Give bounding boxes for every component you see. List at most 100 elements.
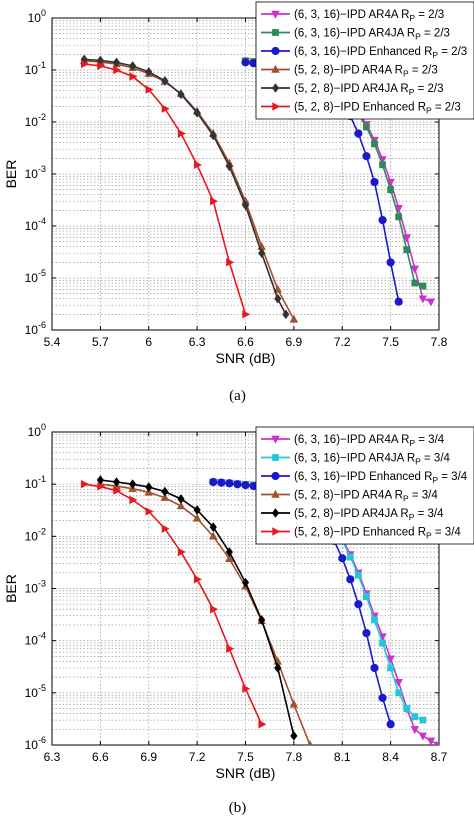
- y-tick-exponent: -1: [38, 474, 46, 484]
- x-tick-label: 8.7: [431, 750, 448, 764]
- data-point: [241, 200, 250, 211]
- data-point: [258, 248, 266, 258]
- y-tick-exponent: -4: [38, 216, 46, 226]
- data-point: [419, 716, 427, 724]
- data-point: [176, 501, 186, 510]
- data-point: [225, 554, 234, 563]
- data-point: [290, 731, 298, 741]
- data-point: [112, 57, 121, 68]
- x-tick-label: 8.4: [382, 750, 399, 764]
- data-point: [371, 140, 378, 148]
- data-point: [363, 593, 370, 600]
- data-point: [161, 524, 170, 533]
- legend-swatch-marker: [271, 10, 280, 19]
- data-point: [113, 486, 122, 495]
- data-point: [81, 479, 90, 489]
- data-point: [387, 186, 395, 194]
- grid: [52, 18, 439, 330]
- legend-label: (6, 3, 16)−IPD AR4JA RP = 2/3: [294, 28, 450, 42]
- data-point: [145, 507, 154, 516]
- legend: (6, 3, 16)−IPD AR4A RP = 2/3 (6, 3, 16)−I…: [255, 1, 474, 120]
- legend-swatch-marker: [271, 508, 280, 518]
- y-tick-exponent: -6: [38, 735, 46, 745]
- legend-swatch-marker: [272, 454, 279, 461]
- legend-swatch-marker: [272, 527, 281, 536]
- data-point: [241, 480, 250, 490]
- data-point: [394, 678, 403, 687]
- data-point: [242, 684, 251, 693]
- data-point: [226, 644, 235, 653]
- x-tick-label: 6.3: [189, 335, 206, 349]
- legend-box: [255, 426, 474, 545]
- data-point: [160, 492, 170, 501]
- y-tick-base: 10: [25, 115, 39, 129]
- y-tick-exponent: -6: [38, 320, 46, 330]
- y-tick-label: 10-2: [25, 526, 46, 543]
- series-5: [81, 479, 267, 729]
- x-tick-label: 6.3: [44, 750, 61, 764]
- y-tick-base: 10: [25, 529, 39, 543]
- data-point: [241, 58, 250, 67]
- legend-label: (5, 2, 8)−IPD AR4A RP = 2/3: [294, 65, 438, 79]
- y-tick-label: 10-1: [25, 60, 46, 77]
- y-tick-exponent: -3: [38, 579, 46, 589]
- y-tick-base: 10: [25, 582, 39, 596]
- data-point: [410, 726, 420, 735]
- data-point: [426, 737, 436, 745]
- data-point: [354, 571, 362, 579]
- legend-label: (6, 3, 16)−IPD AR4JA RP = 3/4: [294, 453, 451, 467]
- legend-swatch-marker: [272, 102, 281, 111]
- legend-swatch-marker: [271, 46, 280, 56]
- data-point: [258, 615, 266, 625]
- data-point: [426, 298, 436, 307]
- data-point: [418, 732, 428, 741]
- data-point: [177, 89, 185, 100]
- y-tick-label: 10-3: [25, 579, 46, 596]
- data-point: [193, 160, 202, 170]
- figure-caption: (b): [229, 800, 247, 816]
- data-point: [129, 61, 137, 71]
- x-tick-label: 6.9: [140, 750, 157, 764]
- data-point: [241, 196, 250, 205]
- legend-label: (5, 2, 8)−IPD Enhanced RP = 2/3: [294, 102, 461, 116]
- data-point: [226, 258, 235, 267]
- x-tick-label: 6.9: [286, 335, 303, 349]
- x-tick-label: 7.2: [334, 335, 351, 349]
- data-point: [370, 663, 379, 673]
- y-tick-base: 10: [25, 167, 39, 181]
- data-point: [145, 67, 153, 77]
- x-tick-label: 6.6: [237, 335, 254, 349]
- y-tick-exponent: -2: [38, 526, 46, 536]
- data-point: [418, 295, 428, 304]
- series-4: [96, 475, 298, 741]
- data-point: [419, 282, 427, 290]
- data-point: [346, 575, 355, 584]
- series-5: [81, 59, 251, 319]
- data-point: [209, 522, 217, 532]
- data-point: [387, 664, 395, 672]
- data-point: [289, 699, 299, 708]
- y-tick-label: 100: [28, 8, 46, 25]
- x-tick-label: 5.4: [44, 335, 61, 349]
- data-point: [395, 689, 403, 697]
- data-point: [217, 478, 226, 487]
- data-point: [386, 720, 395, 729]
- data-point: [242, 310, 251, 319]
- data-point: [177, 129, 186, 138]
- data-point: [395, 213, 403, 221]
- x-axis-label: SNR (dB): [216, 350, 276, 366]
- data-point: [225, 547, 233, 557]
- data-point: [370, 177, 379, 187]
- y-tick-exponent: -5: [38, 268, 46, 278]
- data-point: [403, 705, 411, 712]
- legend-label: (6, 3, 16)−IPD AR4A RP = 3/4: [294, 434, 445, 448]
- data-point: [362, 628, 371, 638]
- x-tick-label: 7.5: [382, 335, 399, 349]
- data-point: [129, 495, 138, 505]
- data-point: [210, 196, 219, 206]
- y-tick-base: 10: [25, 477, 39, 491]
- y-tick-base: 10: [25, 738, 39, 752]
- data-point: [192, 513, 202, 522]
- legend-swatch-marker: [271, 489, 280, 498]
- data-point: [209, 477, 218, 487]
